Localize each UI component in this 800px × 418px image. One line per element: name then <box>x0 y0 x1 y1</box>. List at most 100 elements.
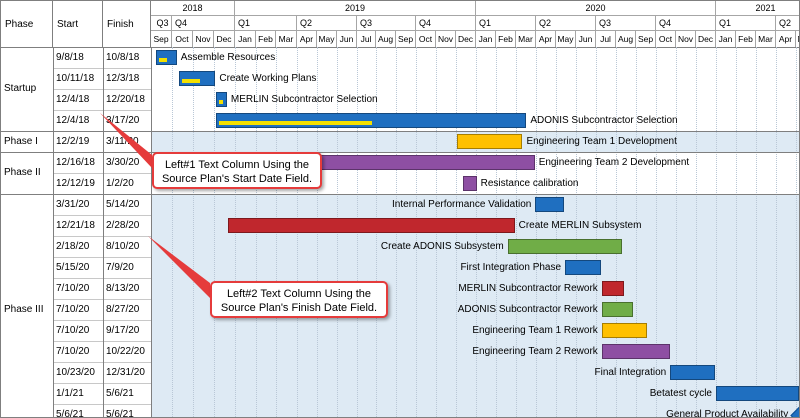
task-start-date: 7/10/20 <box>56 325 90 336</box>
month-header: May <box>317 31 337 47</box>
task-finish-date: 3/11/20 <box>106 136 139 147</box>
task-label: Assemble Resources <box>180 52 276 63</box>
task-finish-date: 8/13/20 <box>106 283 140 294</box>
grid-line <box>776 47 777 417</box>
task-finish-date: 3/17/20 <box>106 115 140 126</box>
task-label: First Integration Phase <box>460 262 562 273</box>
task-finish-date: 3/30/20 <box>106 157 140 168</box>
month-header: Feb <box>736 31 756 47</box>
quarter-header: Q3 <box>151 16 172 31</box>
month-header: Nov <box>436 31 456 47</box>
month-header: Jun <box>337 31 357 47</box>
task-label: Engineering Team 1 Development <box>526 136 677 147</box>
column-header-finish[interactable]: Finish <box>103 1 151 47</box>
month-header: Jul <box>596 31 616 47</box>
quarter-header: Q1 <box>235 16 297 31</box>
task-finish-date: 10/22/20 <box>106 346 145 357</box>
column-header-phase[interactable]: Phase <box>1 1 53 47</box>
month-header: Dec <box>696 31 716 47</box>
month-header: Oct <box>172 31 193 47</box>
quarter-header: Q2 <box>776 16 799 31</box>
task-bar[interactable] <box>601 302 633 317</box>
month-header: Apr <box>297 31 317 47</box>
task-start-date: 7/10/20 <box>56 283 90 294</box>
month-header: Mar <box>516 31 536 47</box>
task-finish-date: 1/2/20 <box>106 178 134 189</box>
task-bar[interactable] <box>601 281 624 296</box>
task-start-date: 12/4/18 <box>56 94 90 105</box>
task-progress <box>158 58 168 62</box>
month-header: Sep <box>636 31 656 47</box>
row-divider <box>53 404 151 405</box>
task-start-date: 12/4/18 <box>56 115 90 126</box>
task-label: Engineering Team 1 Rework <box>472 325 598 336</box>
task-finish-date: 12/31/20 <box>106 367 145 378</box>
quarter-header: Q2 <box>297 16 357 31</box>
row-divider <box>53 215 151 216</box>
task-finish-date: 10/8/18 <box>106 52 140 63</box>
month-header: Dec <box>456 31 476 47</box>
phase-divider <box>1 152 799 153</box>
month-header: Sep <box>151 31 172 47</box>
year-header: 2019 <box>235 1 476 16</box>
task-finish-date: 8/27/20 <box>106 304 140 315</box>
month-header: Mar <box>276 31 297 47</box>
grid-line <box>696 47 697 417</box>
task-bar[interactable] <box>535 197 565 212</box>
task-start-date: 10/23/20 <box>56 367 95 378</box>
quarter-header: Q1 <box>476 16 536 31</box>
task-bar[interactable] <box>565 260 602 275</box>
task-finish-date: 5/14/20 <box>106 199 140 210</box>
phase-label: Startup <box>4 83 37 94</box>
task-finish-date: 9/17/20 <box>106 325 140 336</box>
task-bar[interactable] <box>216 92 227 107</box>
task-finish-date: 8/10/20 <box>106 241 140 252</box>
task-bar[interactable] <box>507 239 622 254</box>
task-bar[interactable] <box>601 323 647 338</box>
task-label: Engineering Team 2 Rework <box>472 346 598 357</box>
task-start-date: 5/15/20 <box>56 262 90 273</box>
task-progress <box>181 79 200 83</box>
task-bar[interactable] <box>456 134 523 149</box>
task-bar[interactable] <box>155 50 177 65</box>
task-bar[interactable] <box>463 176 477 191</box>
task-bar[interactable] <box>601 344 670 359</box>
row-divider <box>53 257 151 258</box>
task-bar[interactable] <box>227 218 515 233</box>
task-finish-date: 5/6/21 <box>106 388 134 399</box>
task-start-date: 5/6/21 <box>56 409 84 418</box>
task-finish-date: 7/9/20 <box>106 262 134 273</box>
header-row <box>1 1 799 48</box>
month-header: Nov <box>193 31 214 47</box>
task-bar[interactable] <box>670 365 716 380</box>
callout-start-column: Left#1 Text Column Using the Source Plan… <box>152 152 322 189</box>
task-progress <box>219 100 224 104</box>
task-start-date: 1/1/21 <box>56 388 84 399</box>
year-header: 2021 <box>716 1 799 16</box>
row-divider <box>53 173 151 174</box>
grid-line <box>736 47 737 417</box>
month-header: Apr <box>776 31 796 47</box>
task-bar[interactable] <box>216 113 527 128</box>
task-label: Internal Performance Validation <box>392 199 532 210</box>
task-start-date: 12/16/18 <box>56 157 95 168</box>
task-bar[interactable] <box>716 386 799 401</box>
task-finish-date: 2/28/20 <box>106 220 140 231</box>
column-header-start[interactable]: Start <box>53 1 103 47</box>
month-header: Oct <box>656 31 676 47</box>
task-label: Engineering Team 2 Development <box>538 157 690 168</box>
task-bar[interactable] <box>178 71 216 86</box>
row-divider <box>53 110 151 111</box>
task-start-date: 10/11/18 <box>56 73 95 84</box>
task-label: General Product Availability <box>666 409 789 418</box>
task-label: Betatest cycle <box>649 388 712 399</box>
quarter-header: Q1 <box>716 16 776 31</box>
month-header: Dec <box>214 31 235 47</box>
year-header: 2018 <box>151 1 235 16</box>
month-header: Aug <box>616 31 636 47</box>
divider-start <box>103 47 104 417</box>
task-label: MERLIN Subcontractor Rework <box>458 283 598 294</box>
month-header: May <box>796 31 799 47</box>
month-header: Jun <box>576 31 596 47</box>
row-divider <box>53 341 151 342</box>
